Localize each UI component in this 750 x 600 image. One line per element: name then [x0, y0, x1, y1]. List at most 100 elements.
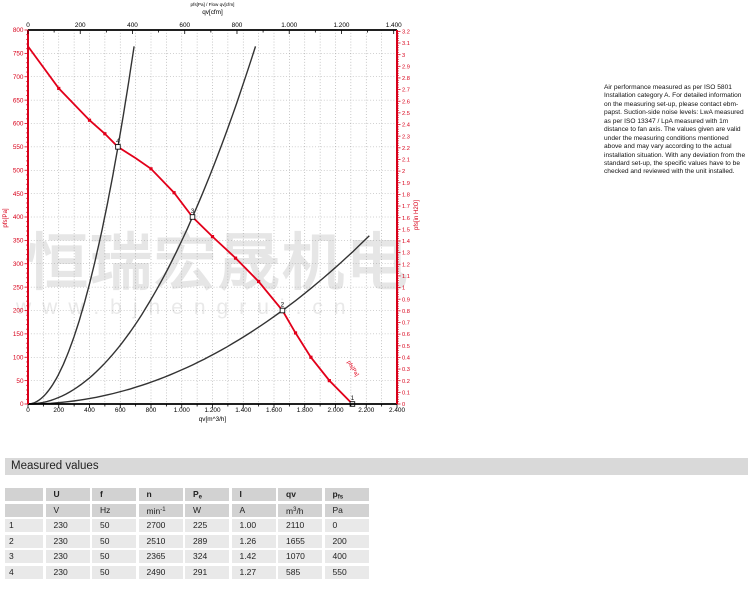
svg-text:3.2: 3.2 [402, 29, 410, 35]
svg-text:200: 200 [13, 308, 24, 315]
svg-text:0: 0 [26, 22, 30, 29]
table-row1-col4: 225 [185, 519, 229, 532]
svg-text:250: 250 [13, 284, 24, 291]
svg-text:3: 3 [402, 53, 405, 59]
table-row2-col4: 289 [185, 534, 229, 548]
svg-text:2.1: 2.1 [402, 158, 410, 164]
svg-text:600: 600 [13, 121, 24, 128]
svg-text:pfs[Pa]: pfs[Pa] [2, 208, 9, 228]
air-performance-chart: 恒瑞宏晟机电 www.bjhengrui.cn pfs[Pa] 1 2 3 4 0 200 4… [0, 0, 430, 430]
svg-text:2.9: 2.9 [402, 64, 410, 70]
table-row3-col1: 230 [45, 550, 90, 563]
table-row2-col3: 2510 [138, 534, 183, 548]
svg-text:2: 2 [402, 169, 405, 175]
svg-text:1.000: 1.000 [281, 22, 297, 29]
svg-text:2.200: 2.200 [358, 407, 374, 414]
svg-text:0.6: 0.6 [402, 332, 410, 338]
svg-text:1.8: 1.8 [402, 192, 410, 198]
table-header-col7: pfs [324, 488, 369, 501]
table-header-col1: U [45, 488, 90, 501]
svg-text:0.4: 0.4 [402, 356, 410, 362]
table-units-col0 [5, 503, 43, 517]
table-units-col5: A [231, 503, 276, 517]
svg-text:150: 150 [13, 331, 24, 338]
svg-text:4: 4 [116, 138, 120, 145]
svg-text:1.200: 1.200 [333, 22, 349, 29]
svg-text:1.1: 1.1 [402, 274, 410, 280]
table-row3-col0: 3 [5, 550, 43, 563]
table-row4-col4: 291 [185, 565, 229, 579]
svg-text:1.9: 1.9 [402, 181, 410, 187]
svg-text:0: 0 [20, 401, 24, 408]
table-row2-col0: 2 [5, 534, 43, 548]
svg-text:1.6: 1.6 [402, 216, 410, 222]
svg-text:1.4: 1.4 [402, 239, 410, 245]
table-row4-col2: 50 [92, 565, 136, 579]
svg-text:600: 600 [115, 407, 126, 414]
table-row3-col4: 324 [185, 550, 229, 563]
table-row3-col3: 2365 [138, 550, 183, 563]
table-units-col2: Hz [92, 503, 136, 517]
table-row3-col7: 400 [324, 550, 369, 563]
table-row1-col7: 0 [324, 519, 369, 532]
svg-text:400: 400 [84, 407, 95, 414]
svg-text:350: 350 [13, 238, 24, 245]
table-row2-col5: 1.26 [231, 534, 276, 548]
table-row1-col0: 1 [5, 519, 43, 532]
table-row4-col6: 585 [278, 565, 322, 579]
svg-text:0.8: 0.8 [402, 309, 410, 315]
svg-text:700: 700 [13, 74, 24, 81]
svg-text:400: 400 [127, 22, 138, 29]
svg-text:50: 50 [16, 378, 24, 385]
table-header-col6: qv [278, 488, 322, 501]
svg-text:pfs[Pa] / Flow qv[cfm]: pfs[Pa] / Flow qv[cfm] [191, 2, 235, 7]
svg-text:200: 200 [75, 22, 86, 29]
table-header-col2: f [92, 488, 136, 501]
svg-text:0.9: 0.9 [402, 297, 410, 303]
table-row1-col3: 2700 [138, 519, 183, 532]
measured-values-title: Measured values [11, 460, 99, 472]
svg-text:qv[m^3/h]: qv[m^3/h] [199, 416, 227, 423]
svg-text:1.600: 1.600 [266, 407, 282, 414]
svg-text:650: 650 [13, 97, 24, 104]
measurement-note: Air performance measured as per ISO 5801… [604, 84, 746, 176]
table-row1-col1: 230 [45, 519, 90, 532]
svg-text:1.400: 1.400 [235, 407, 251, 414]
svg-text:300: 300 [13, 261, 24, 268]
svg-text:500: 500 [13, 167, 24, 174]
svg-text:1.7: 1.7 [402, 204, 410, 210]
svg-text:2.4: 2.4 [402, 123, 410, 129]
svg-text:2.400: 2.400 [389, 407, 405, 414]
svg-text:1.200: 1.200 [205, 407, 221, 414]
svg-text:100: 100 [13, 354, 24, 361]
svg-text:0: 0 [26, 407, 30, 414]
table-row4-col3: 2490 [138, 565, 183, 579]
svg-text:2.6: 2.6 [402, 99, 410, 105]
measured-values-header-bar: Measured values [5, 458, 748, 475]
table-header-col4: Pe [185, 488, 229, 501]
svg-text:1.800: 1.800 [297, 407, 313, 414]
table-row1-col6: 2110 [278, 519, 322, 532]
svg-text:0.5: 0.5 [402, 344, 410, 350]
svg-text:550: 550 [13, 144, 24, 151]
svg-text:1.5: 1.5 [402, 227, 410, 233]
svg-text:0.3: 0.3 [402, 367, 410, 373]
table-row2-col2: 50 [92, 534, 136, 548]
svg-text:1.3: 1.3 [402, 251, 410, 257]
svg-text:600: 600 [179, 22, 190, 29]
svg-text:2.5: 2.5 [402, 111, 410, 117]
svg-text:qv[cfm]: qv[cfm] [202, 9, 223, 16]
table-row2-col6: 1655 [278, 534, 322, 548]
svg-text:pfs[in H2O]: pfs[in H2O] [414, 200, 420, 230]
svg-text:450: 450 [13, 191, 24, 198]
table-units-col3: min-1 [138, 503, 183, 517]
svg-text:750: 750 [13, 51, 24, 58]
table-units-col6: m3/h [278, 503, 322, 517]
svg-text:1.000: 1.000 [174, 407, 190, 414]
svg-text:1: 1 [402, 286, 405, 292]
svg-text:2.2: 2.2 [402, 146, 410, 152]
table-row3-col5: 1.42 [231, 550, 276, 563]
